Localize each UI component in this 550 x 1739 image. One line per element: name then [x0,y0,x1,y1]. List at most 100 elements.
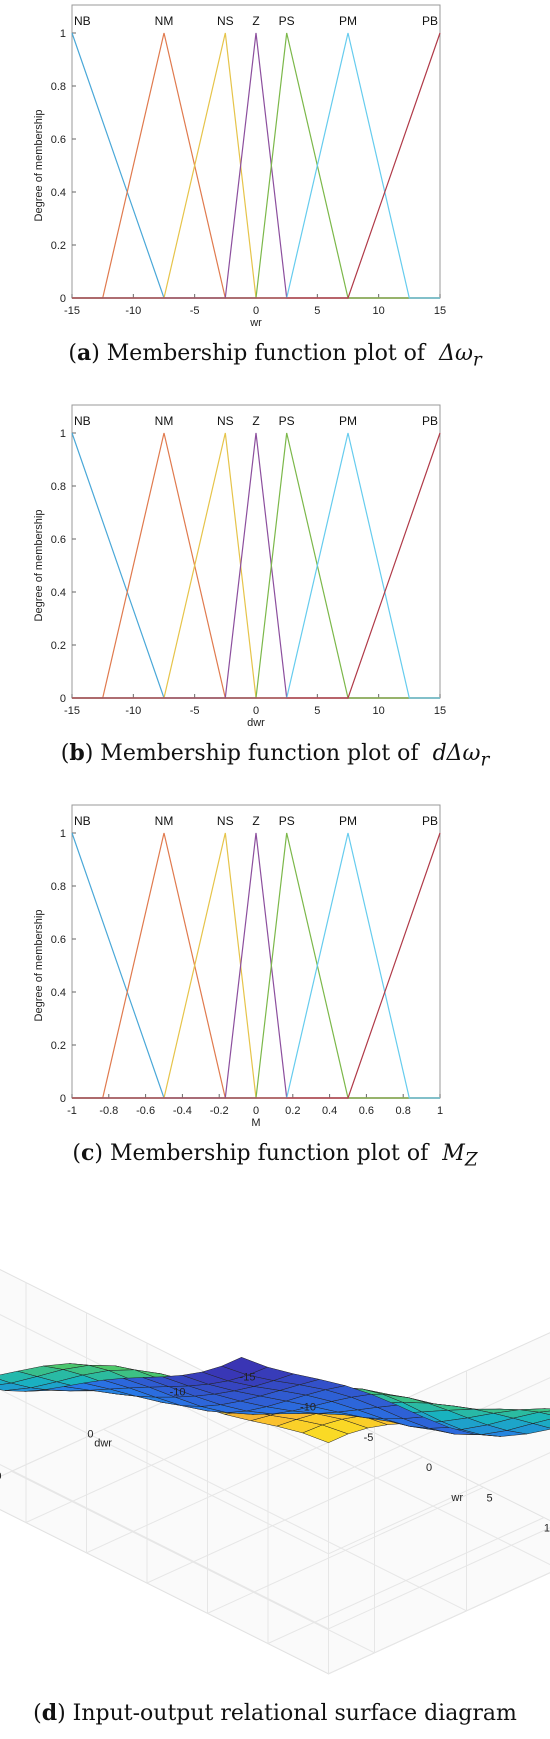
y-axis-label: Degree of membership [33,910,45,1022]
series-label-nb: NB [74,414,91,428]
y-tick-label: 0.8 [51,481,66,493]
series-line-ps [72,832,440,1099]
chart-c-panel: 0 0.2 0.4 0.6 0.8 1 -1 -0.8 -0.6 -0.4 -0.2 0 0.2 0.4 0… [0,800,550,1200]
x-tick-label: -15 [64,705,80,717]
y-tick-label: 0.2 [51,240,66,252]
x-grid-line [207,1373,484,1615]
x-tick-label: -15 [240,1371,256,1383]
x-tick-label: 0 [426,1462,432,1474]
y-tick-label: 0.8 [51,81,66,93]
series-label-nm: NM [155,414,174,428]
x-axis-label: wr [450,1492,463,1504]
plot-frame [71,404,441,699]
series-label-z: Z [252,414,259,428]
x-tick-label: 5 [314,305,320,317]
series-line-z [72,432,440,699]
y-axis-label: Degree of membership [33,510,45,622]
series-label-nb: NB [74,14,91,28]
x-grid-line [25,1282,303,1524]
series-label-pm: PM [339,14,357,28]
x-tick-label: -0.8 [99,1105,118,1117]
y-tick-label: 0.2 [51,640,66,652]
series-line-nm [72,32,440,299]
y-axis-label: Degree of membership [33,110,45,222]
series-line-ps [72,32,440,299]
y-tick-label: 1 [60,828,66,840]
caption-a: (a) Membership function plot of Δωr [68,340,482,371]
x-tick-label: -0.4 [173,1105,192,1117]
y-tick-label: -10 [170,1386,186,1398]
caption-d: (d) Input-output relational surface diag… [33,1700,517,1726]
x-tick-label: -5 [190,705,200,717]
series-label-ps: PS [279,814,295,828]
series-line-pm [72,432,440,699]
caption-c: (c) Membership function plot of MZ [72,1140,478,1171]
y-tick-label: 1 [60,428,66,440]
x-tick-label: 5 [314,705,320,717]
chart-b: 0 0.2 0.4 0.6 0.8 1 -15 -10 -5 0 5 10 15 dwr Degree of… [33,404,446,729]
x-tick-label: -10 [300,1402,316,1414]
series-label-ns: NS [217,14,234,28]
series-label-ps: PS [279,14,295,28]
x-tick-label: 10 [373,305,385,317]
y-tick-label: 1 [60,28,66,40]
y-tick-label: 0 [60,1093,66,1105]
x-axis-label: dwr [247,717,265,729]
y-tick-label: 10 [0,1470,2,1482]
series-label-pb: PB [422,814,438,828]
series-line-pm [72,832,440,1099]
series-line-nb [71,432,440,699]
y-tick-label: 0 [60,293,66,305]
chart-c: 0 0.2 0.4 0.6 0.8 1 -1 -0.8 -0.6 -0.4 -0.2 0 0.2 0.4 0… [33,804,443,1129]
surface-patch [221,1357,269,1376]
series-label-nm: NM [155,814,174,828]
series-line-z [72,832,440,1099]
x-grid-line [0,1365,242,1478]
y-tick-label: 0.8 [51,881,66,893]
series-line-nb [71,832,440,1099]
series-line-pb [72,432,441,699]
x-tick-label: -10 [125,305,141,317]
x-tick-label: 0 [253,1105,259,1117]
x-tick-label: -1 [67,1105,77,1117]
series-label-nb: NB [74,814,91,828]
x-grid-line [328,1433,550,1675]
x-tick-label: 15 [434,305,446,317]
x-axis-label: M [251,1117,260,1129]
series-line-ns [72,32,440,299]
series-line-ns [72,832,440,1099]
x-tick-label: 0 [253,705,259,717]
series-line-pb [72,832,441,1099]
x-tick-label: 0 [253,305,259,317]
series-label-pb: PB [422,414,438,428]
y-tick-label: 0.6 [51,134,66,146]
series-line-pb [72,32,441,299]
x-tick-label: -0.2 [210,1105,229,1117]
x-grid-line [86,1312,363,1554]
x-tick-label: 0.8 [396,1105,411,1117]
series-line-ns [72,432,440,699]
chart-b-panel: 0 0.2 0.4 0.6 0.8 1 -15 -10 -5 0 5 10 15 dwr Degree of… [0,400,550,800]
series-label-pm: PM [339,414,357,428]
series-label-pb: PB [422,14,438,28]
x-tick-label: 1 [437,1105,443,1117]
series-line-z [72,32,440,299]
plot-frame [71,4,441,299]
series-line-nm [72,832,440,1099]
x-tick-label: -10 [125,705,141,717]
y-tick-label: 0.6 [51,534,66,546]
x-tick-label: 0.2 [285,1105,300,1117]
chart-a-panel: 0 0.2 0.4 0.6 0.8 1 -15 -10 -5 0 5 10 15 wr Degree of … [0,0,550,400]
series-line-nb [71,32,440,299]
x-grid-line [267,1403,545,1645]
caption-b: (b) Membership function plot of dΔωr [60,740,490,771]
y-tick-label: 0.4 [51,587,66,599]
x-tick-label: 0.6 [359,1105,374,1117]
x-tick-label: 10 [544,1523,550,1535]
plot-frame [71,804,441,1099]
x-tick-label: -5 [364,1432,374,1444]
x-tick-label: 15 [434,705,446,717]
series-label-nm: NM [155,14,174,28]
